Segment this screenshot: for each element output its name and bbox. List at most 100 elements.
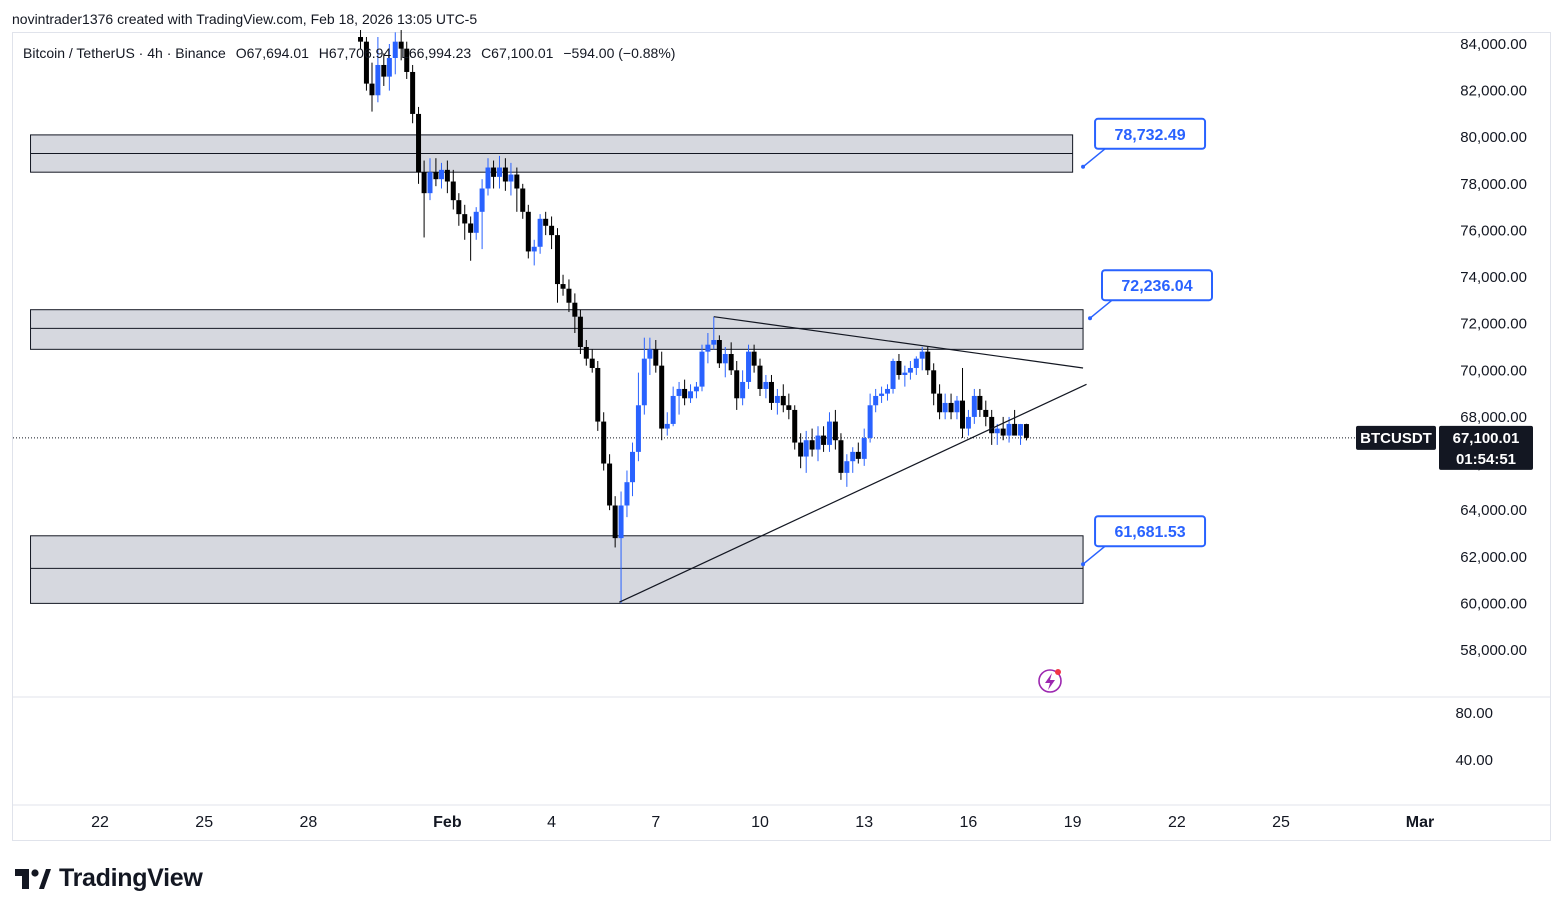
candle-body	[798, 442, 804, 457]
candle-body	[398, 41, 404, 49]
candle-body	[931, 370, 937, 394]
candle-3	[375, 37, 381, 103]
candle-body	[913, 358, 919, 368]
candle-body	[444, 169, 450, 182]
candle-body	[392, 41, 398, 58]
chart-frame	[12, 32, 1551, 841]
candle-body	[751, 351, 757, 366]
candle-82	[832, 409, 838, 450]
candle-body	[693, 386, 699, 392]
candle-body	[942, 402, 948, 413]
candle-62	[716, 335, 722, 368]
callout-box	[1101, 269, 1213, 302]
lightning-alert-icon[interactable]	[1038, 669, 1062, 693]
candle-body	[508, 174, 514, 182]
candle-65	[734, 360, 740, 410]
legend-high: H67,706.94	[318, 45, 392, 61]
candle-body	[653, 349, 659, 366]
candle-body	[358, 37, 364, 42]
candle-94	[902, 365, 908, 387]
y-tick-label: 76,000.00	[1460, 222, 1527, 239]
x-tick-label: 16	[960, 814, 978, 831]
candle-19	[468, 216, 474, 261]
x-tick-label: 28	[300, 814, 318, 831]
candle-66	[740, 370, 746, 406]
candle-body	[907, 367, 913, 373]
candle-body	[937, 393, 943, 413]
price-callout-3: 61,681.53	[1081, 515, 1207, 567]
candle-109	[989, 409, 995, 445]
candle-body	[641, 358, 647, 406]
legend-symbol: Bitcoin / TetherUS · 4h · Binance	[23, 45, 226, 61]
candle-body	[381, 64, 387, 77]
candle-body	[873, 395, 879, 406]
y-tick-label: 82,000.00	[1460, 83, 1527, 100]
candle-body	[809, 440, 815, 450]
candle-54	[670, 386, 676, 427]
candle-body	[757, 365, 763, 389]
x-tick-label: 19	[1064, 814, 1082, 831]
x-tick-label: 25	[1272, 814, 1290, 831]
candle-body	[768, 381, 774, 403]
ohlc-legend: Bitcoin / TetherUS · 4h · Binance O67,69…	[23, 45, 681, 61]
candle-51	[653, 340, 659, 373]
zone-box-2	[30, 309, 1084, 350]
callout-box	[1094, 117, 1207, 150]
y-tick-label: 74,000.00	[1460, 269, 1527, 286]
trendline-layer	[619, 316, 1087, 603]
candle-body	[960, 400, 966, 429]
candle-body	[514, 174, 520, 189]
candle-56	[682, 379, 688, 406]
candle-body	[884, 388, 890, 394]
price-axis: 84,000.00 82,000.00 80,000.00 78,000.00 76,0…	[1460, 36, 1527, 659]
price-callout-1: 78,732.49	[1081, 117, 1207, 169]
candle-body	[624, 482, 630, 506]
candle-5	[386, 44, 392, 91]
candle-95	[907, 360, 913, 380]
candle-25	[502, 158, 508, 191]
candle-14	[438, 162, 444, 189]
candle-body	[635, 405, 641, 452]
candle-10	[416, 106, 422, 184]
tradingview-logo[interactable]: TradingView	[15, 864, 203, 893]
candle-body	[734, 370, 740, 399]
candle-32	[543, 211, 549, 236]
y-tick-label: 84,000.00	[1460, 36, 1527, 53]
candle-48	[635, 372, 641, 462]
candle-112	[1006, 416, 1012, 443]
tradingview-brand: TradingView	[59, 864, 203, 892]
y-tick-label: 80,000.00	[1460, 129, 1527, 146]
candle-body	[607, 463, 613, 506]
candle-107	[977, 388, 983, 417]
candle-body	[450, 181, 456, 201]
candle-78	[809, 428, 815, 457]
candle-body	[473, 211, 479, 233]
candle-body	[989, 416, 995, 434]
price-callout-2: 72,236.04	[1088, 269, 1213, 321]
candle-body	[577, 316, 583, 347]
candle-body	[850, 451, 856, 462]
candle-76	[798, 433, 804, 469]
candle-body	[1018, 424, 1024, 436]
candle-4	[381, 53, 387, 86]
candle-114	[1018, 423, 1024, 445]
candle-body	[416, 113, 422, 173]
candle-body	[485, 167, 491, 189]
candle-2	[369, 62, 375, 112]
candle-71	[768, 374, 774, 410]
candle-body	[491, 167, 497, 177]
candle-body	[821, 435, 827, 445]
candle-body	[722, 353, 728, 364]
candle-30	[531, 239, 537, 266]
candle-110	[994, 423, 1000, 445]
candle-97	[919, 347, 925, 371]
candle-113	[1012, 409, 1018, 436]
candle-101	[942, 393, 948, 420]
candle-15	[444, 160, 450, 194]
candle-80	[821, 426, 827, 452]
candle-72	[774, 388, 780, 415]
candle-21	[479, 179, 485, 250]
candle-42	[601, 412, 607, 471]
candle-69	[757, 358, 763, 396]
